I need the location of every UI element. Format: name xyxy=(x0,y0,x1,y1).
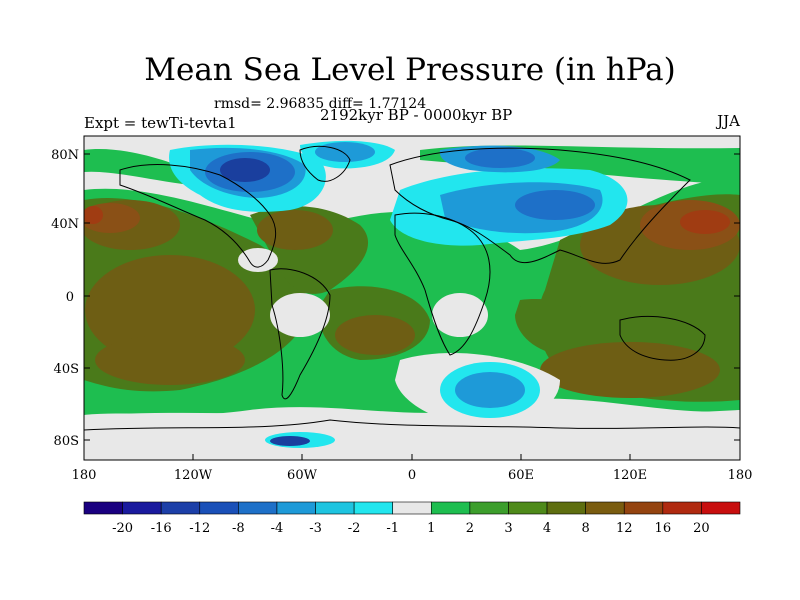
lat-label-80n: 80N xyxy=(51,148,79,163)
coast-africa xyxy=(394,212,491,356)
lon-label-120e: 120E xyxy=(613,468,647,483)
colorbar-swatch xyxy=(662,501,702,515)
colorbar-label: -16 xyxy=(151,521,172,536)
lon-labels: 180 120W 60W 0 60E 120E 180 xyxy=(72,468,753,483)
colorbar-label: 8 xyxy=(582,521,590,536)
colorbar-label: 12 xyxy=(616,521,633,536)
field-olive-indo xyxy=(540,342,720,398)
field-blue-siberia xyxy=(465,148,535,168)
lon-label-0: 0 xyxy=(408,468,416,483)
plot-title: Mean Sea Level Pressure (in hPa) xyxy=(144,52,676,88)
lat-label-40s: 40S xyxy=(54,362,79,377)
colorbar-label: -20 xyxy=(112,521,133,536)
colorbar-label: 1 xyxy=(427,521,435,536)
colorbar-swatch xyxy=(623,501,664,515)
lon-label-120w: 120W xyxy=(174,468,213,483)
lat-labels: 80N 40N 0 40S 80S xyxy=(51,148,79,449)
field-blue-eurasia xyxy=(515,190,595,220)
colorbar-swatch xyxy=(238,501,278,515)
colorbar-swatch xyxy=(392,501,432,515)
lon-label-60e: 60E xyxy=(508,468,534,483)
colorbar-label: 4 xyxy=(543,521,551,536)
colorbar-swatch xyxy=(353,501,394,515)
field-navy-antarctic xyxy=(270,436,310,446)
colorbar-label: -1 xyxy=(386,521,399,536)
stats-text: rmsd= 2.96835 diff= 1.77124 xyxy=(214,96,427,112)
coastlines xyxy=(84,145,740,431)
colorbar-swatch xyxy=(701,501,741,515)
field-sky-greenland xyxy=(315,142,375,162)
colorbar-swatch xyxy=(315,501,355,515)
field-rust-npac xyxy=(84,206,103,224)
colorbar-swatch xyxy=(430,501,471,515)
colorbar-label: 3 xyxy=(504,521,512,536)
field-green-north xyxy=(84,149,200,185)
field-sky-southern xyxy=(455,372,525,408)
colorbar-swatch xyxy=(199,501,239,515)
lon-label-180w: 180 xyxy=(72,468,97,483)
coast-australia xyxy=(619,315,706,361)
pressure-field xyxy=(84,136,740,460)
field-dg-indian xyxy=(515,299,620,357)
field-neutral-samerica xyxy=(270,293,330,337)
colorbar-label: -8 xyxy=(232,521,245,536)
colorbar-swatch xyxy=(546,501,586,515)
colorbar-label: -12 xyxy=(189,521,210,536)
field-olive-natl xyxy=(257,210,333,250)
experiment-label: Expt = tewTi-tevta1 xyxy=(84,114,237,132)
coast-south-america xyxy=(269,268,331,400)
colorbar-label: 20 xyxy=(693,521,710,536)
coast-north-america xyxy=(119,164,277,268)
colorbar-label: 16 xyxy=(655,521,672,536)
colorbar-label: -2 xyxy=(348,521,361,536)
lon-label-180e: 180 xyxy=(728,468,753,483)
field-neutral-africa xyxy=(432,293,488,337)
axis-ticks xyxy=(84,153,740,460)
coast-antarctica xyxy=(84,419,740,431)
colorbar-swatch xyxy=(122,501,162,515)
colorbar: -20 -16 -12 -8 -4 -3 -2 -1 1 2 3 4 8 12 16 20 xyxy=(83,501,741,536)
lat-label-0: 0 xyxy=(66,290,74,305)
field-olive-pac xyxy=(85,255,255,365)
colorbar-swatch xyxy=(83,501,123,515)
lat-label-80s: 80S xyxy=(54,434,79,449)
colorbar-swatch xyxy=(508,501,548,515)
field-olive-spac xyxy=(95,335,245,385)
colorbar-swatch xyxy=(585,501,625,515)
colorbar-label: 2 xyxy=(466,521,474,536)
colorbar-swatch xyxy=(469,501,509,515)
coast-greenland xyxy=(299,145,351,182)
field-neutral-antarctic xyxy=(84,410,740,460)
coast-eurasia xyxy=(389,147,691,264)
field-neutral-cam xyxy=(238,248,278,272)
lat-label-40n: 40N xyxy=(51,217,79,232)
lon-label-60w: 60W xyxy=(287,468,318,483)
colorbar-swatch xyxy=(276,501,316,515)
field-navy-northamerica xyxy=(220,158,270,182)
period-label: 2192kyr BP - 0000kyr BP xyxy=(320,106,513,124)
field-rust-epac xyxy=(680,210,730,234)
colorbar-label: -4 xyxy=(271,521,284,536)
colorbar-label: -3 xyxy=(309,521,322,536)
colorbar-swatch xyxy=(160,501,201,515)
season-label: JJA xyxy=(717,112,740,130)
field-olive-satl xyxy=(335,315,415,355)
